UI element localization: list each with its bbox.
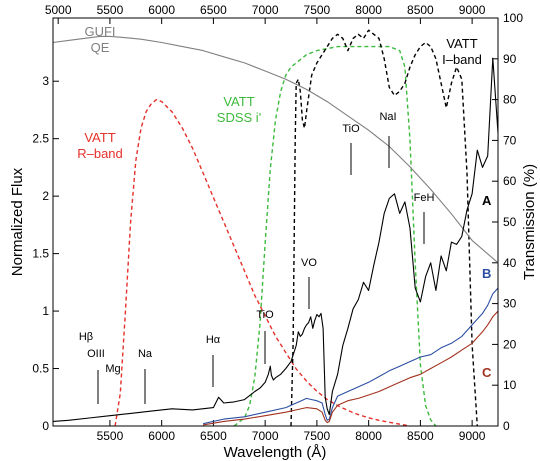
gufi-qe-label-2: QE [91,40,110,55]
y-tick-label-right: 10 [503,378,517,392]
x-axis-title: Wavelength (Å) [224,444,327,461]
y-tick-label-left: 2.5 [32,132,49,146]
y-tick-label-right: 0 [503,419,510,433]
x-tick-label-bottom: 6500 [200,429,227,443]
x-tick-label-bottom: 8500 [407,429,434,443]
y-tick-label-right: 40 [503,256,517,270]
y-tick-label-right: 20 [503,337,517,351]
x-tick-label-top: 7500 [304,3,331,17]
plot-frame [52,17,499,427]
x-tick-label-bottom: 5500 [97,429,124,443]
x-tick-label-bottom: 8000 [355,429,382,443]
series-line-2 [290,29,478,427]
curve-b-label: B [482,266,491,281]
y-tick-label-left: 1.5 [32,247,49,261]
tio-label-1: TiO [256,309,274,321]
vatt-sdss-label-2: SDSS i' [217,110,261,125]
x-tick-label-top: 7000 [252,3,279,17]
feh-label: FeH [414,192,435,204]
x-tick-label-bottom: 7000 [252,429,279,443]
y-tick-label-right: 60 [503,174,517,188]
y-tick-label-right: 70 [503,133,517,147]
y-tick-label-left: 0.5 [32,362,49,376]
y-axis-title-right: Transmission (%) [521,164,538,280]
x-tick-label-top: 5000 [45,3,72,17]
series-line-c [203,310,499,426]
curve-c-label: C [482,365,492,380]
x-tick-label-top: 9000 [459,3,486,17]
y-tick-label-right: 30 [503,297,517,311]
series-line-0 [114,98,411,427]
mg-label: Mg [105,363,120,375]
x-tick-label-top: 8500 [407,3,434,17]
y-axis-title-left: Normalized Flux [9,167,26,276]
x-tick-label-bottom: 6000 [148,429,175,443]
y-tick-label-left: 0 [42,419,49,433]
x-tick-label-top: 5500 [97,3,124,17]
y-tick-label-left: 3 [42,74,49,88]
series-line-a [52,57,499,422]
oiii-label: OIII [87,348,105,360]
vatt-rband-label-2: R–band [77,146,123,161]
nai-label: NaI [379,111,396,123]
vatt-rband-label: VATT [84,130,115,145]
hbeta-label: Hβ [79,331,93,343]
gufi-qe-label: GUFI [84,24,115,39]
vatt-iband-label: VATT [446,36,477,51]
y-tick-label-right: 80 [503,93,517,107]
halpha-label: Hα [206,334,221,346]
series-line-1 [233,45,437,427]
x-tick-label-top: 6000 [148,3,175,17]
vo-label: VO [301,257,317,269]
x-tick-label-bottom: 7500 [304,429,331,443]
vatt-sdss-label: VATT [223,94,254,109]
y-tick-label-right: 50 [503,215,517,229]
series-line-b [202,287,499,425]
x-tick-label-top: 6500 [200,3,227,17]
y-tick-label-right: 100 [503,11,523,25]
y-tick-label-left: 2 [42,189,49,203]
y-tick-label-right: 90 [503,52,517,66]
x-tick-label-bottom: 9000 [459,429,486,443]
series-line-3 [52,35,499,264]
x-tick-label-top: 8000 [355,3,382,17]
y-tick-label-left: 1 [42,304,49,318]
vatt-iband-label-2: I–band [442,52,482,67]
na-label: Na [138,348,153,360]
tio-label-2: TiO [342,123,360,135]
curve-a-label: A [482,193,492,208]
series-layer [52,29,499,427]
